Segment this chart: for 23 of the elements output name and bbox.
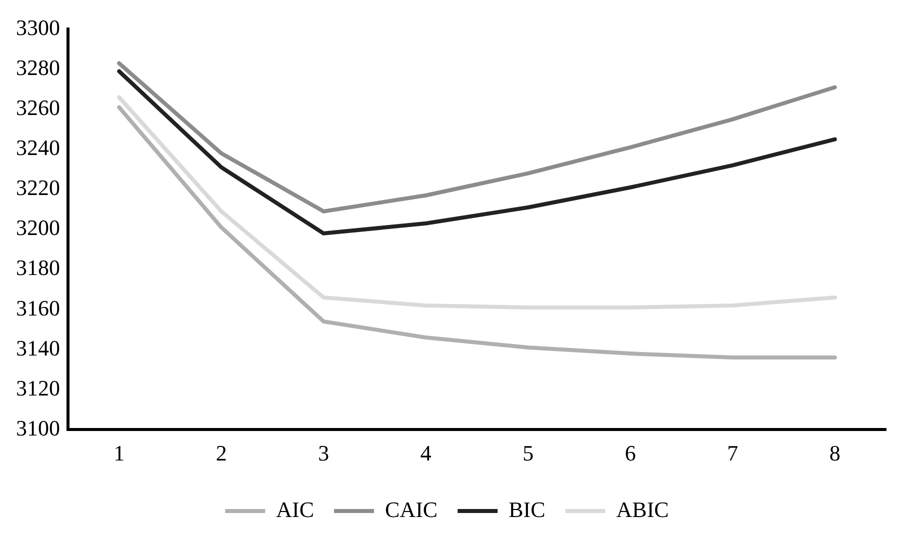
x-tick-label: 4 (420, 440, 432, 466)
y-tick-label: 3180 (16, 255, 60, 280)
y-tick-label: 3120 (16, 375, 60, 400)
x-tick-label: 6 (624, 440, 636, 466)
y-tick-label: 3200 (16, 215, 60, 240)
y-tick-label: 3280 (16, 55, 60, 80)
y-tick-label: 3160 (16, 295, 60, 320)
x-tick-label: 5 (522, 440, 534, 466)
x-tick-label: 8 (829, 440, 840, 466)
y-tick-label: 3220 (16, 175, 60, 200)
x-tick-label: 2 (216, 440, 227, 466)
legend-label: AIC (276, 496, 314, 522)
x-tick-label: 1 (114, 440, 125, 466)
y-tick-label: 3260 (16, 95, 60, 120)
legend-label: ABIC (616, 496, 669, 522)
y-tick-label: 3300 (16, 14, 60, 40)
legend-label: CAIC (385, 496, 438, 522)
y-tick-label: 3100 (16, 415, 60, 440)
y-tick-label: 3140 (16, 335, 60, 360)
x-tick-label: 7 (727, 440, 738, 466)
legend-label: BIC (508, 496, 546, 522)
y-tick-label: 3240 (16, 135, 60, 160)
x-tick-label: 3 (318, 440, 330, 466)
